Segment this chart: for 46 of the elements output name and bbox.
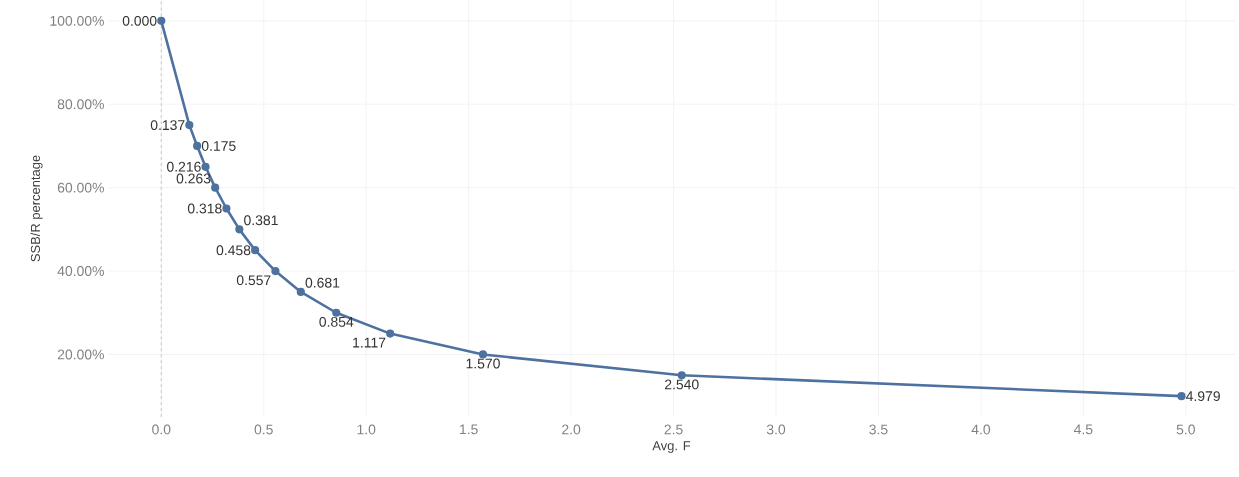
point [386,329,395,338]
x-tick-label: 0.5 [254,424,273,435]
annotation: 0.216 [166,161,201,172]
y-tick-label: 20.00% [57,349,104,360]
point [185,121,194,130]
point [157,16,166,25]
x-tick-label: 5.0 [1176,424,1195,435]
annotation: 0.381 [244,215,278,226]
annotation: 0.318 [187,203,222,214]
x-tick-label: 1.5 [460,424,478,435]
x-tick-label: 2.0 [562,424,581,435]
point [222,204,231,213]
x-tick-label: 3.0 [766,424,786,435]
y-tick-label: 60.00% [57,182,104,193]
x-tick-label: 4.5 [1073,424,1093,435]
point [193,141,202,151]
y-tick-label: 80.00% [57,99,104,110]
x-tick-label: 0.0 [152,424,171,435]
x-axis-title: Avg. F [652,441,691,453]
annotation: 4.979 [1186,391,1220,402]
y-tick-label: 40.00% [57,266,104,276]
annotation: 0.681 [305,277,340,288]
point [251,246,260,255]
point [1177,392,1186,401]
annotation: 1.117 [353,337,386,348]
y-axis-title: SSB/R percentage [30,155,43,262]
point [271,266,280,276]
x-tick-label: 4.0 [971,424,991,435]
y-tick-label: 100.00% [50,15,104,26]
x-tick-label: 1.0 [357,424,376,435]
point [201,162,210,171]
annotation: 0.000 [122,15,157,26]
annotation: 0.854 [319,316,354,327]
annotation: 0.175 [201,141,236,151]
annotation: 0.557 [236,275,271,286]
annotation: 0.263 [176,173,211,184]
point [211,183,220,192]
point [235,225,244,234]
annotation: 1.570 [466,358,500,369]
x-tick-label: 3.5 [869,424,888,435]
annotation: 0.137 [150,120,185,131]
annotation: 2.540 [664,379,699,390]
annotation: 0.458 [216,245,251,256]
point [296,287,305,296]
x-tick-label: 2.5 [664,424,683,435]
point [332,308,341,317]
